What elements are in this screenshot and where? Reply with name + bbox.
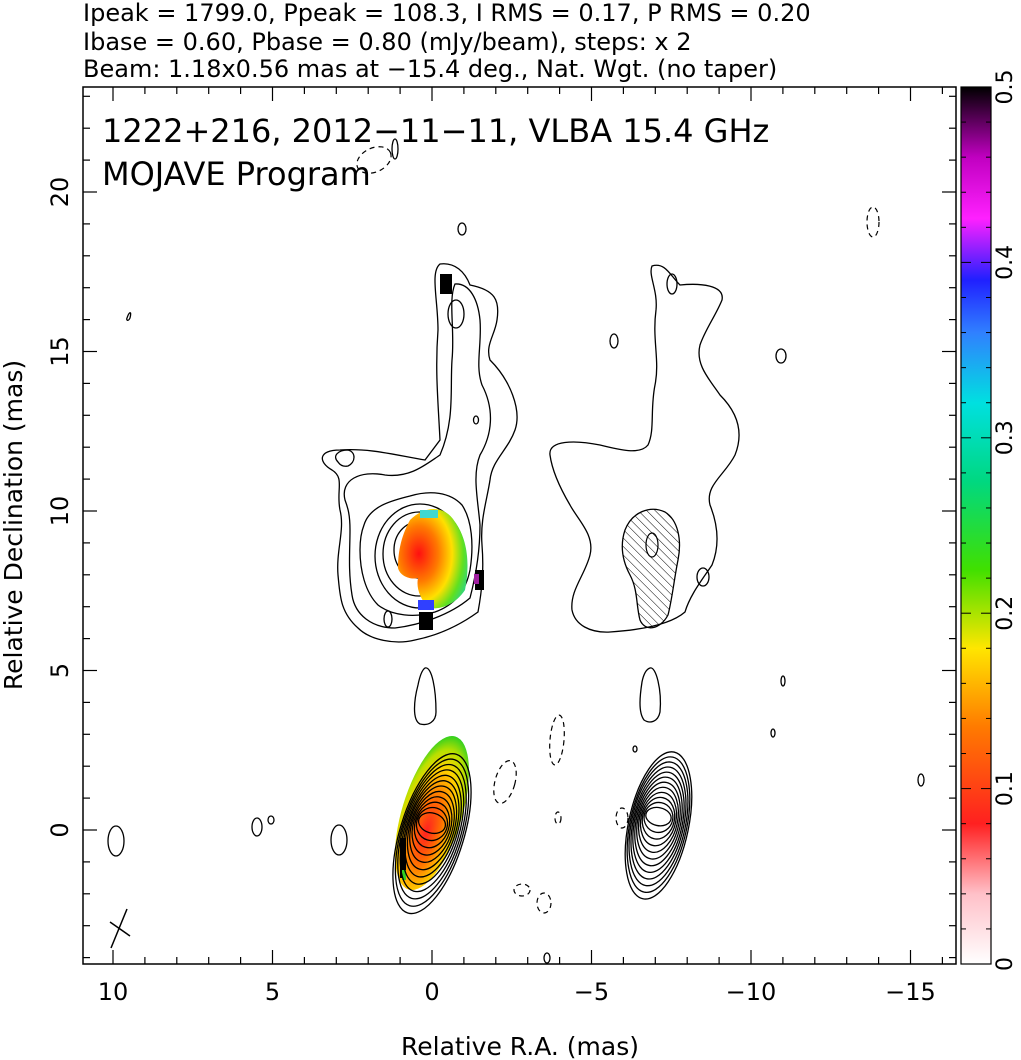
y-tick-labels: 0 5 10 15 20 [46, 177, 74, 838]
right-panel-jet-contours [549, 264, 925, 787]
core-contour [634, 776, 683, 867]
core-contour [415, 806, 449, 842]
colorbar-tick-label: 0.4 [993, 245, 1018, 280]
colorbar-tick-labels: 0 0.1 0.2 0.3 0.4 0.5 [993, 70, 1018, 972]
negative-contours [356, 146, 880, 914]
axis-ticks [83, 87, 956, 964]
core-contour [639, 791, 678, 847]
core-contour [392, 753, 472, 915]
colorbar-ticks [961, 86, 991, 965]
colorbar-tick-label: 0.1 [993, 771, 1018, 806]
core-contour [641, 796, 676, 840]
x-tick-label: −5 [574, 978, 609, 1006]
header-line-2: Ibase = 0.60, Pbase = 0.80 (mJy/beam), s… [83, 28, 692, 56]
colorbar-tick-label: 0 [993, 957, 1018, 971]
core-contour [399, 769, 465, 893]
core-contour [643, 801, 674, 834]
core-contour [413, 801, 451, 849]
core-contour [417, 812, 447, 835]
plot-frame [82, 86, 957, 965]
core-contour [636, 781, 681, 860]
program-annotation: MOJAVE Program [102, 155, 371, 193]
core-contour [645, 806, 672, 827]
colorbar-tick-label: 0.2 [993, 596, 1018, 631]
colorbar [960, 86, 992, 965]
core-contour [637, 786, 680, 854]
core-contour [624, 751, 693, 900]
x-tick-label: −10 [726, 978, 777, 1006]
x-tick-label: 10 [98, 978, 129, 1006]
core-contour [411, 796, 453, 856]
y-axis-label: Relative Declination (mas) [0, 360, 28, 690]
right-core-contours [624, 751, 693, 900]
core-contour [409, 790, 455, 863]
core-contour [626, 756, 691, 894]
x-tick-label: −15 [885, 978, 936, 1006]
y-tick-label: 20 [46, 177, 74, 208]
colorbar-tick-label: 0.3 [993, 420, 1018, 455]
header-line-1: Ipeak = 1799.0, Ppeak = 108.3, I RMS = 0… [83, 0, 811, 27]
x-axis-label: Relative R.A. (mas) [401, 1032, 639, 1060]
x-tick-label: 0 [424, 978, 439, 1006]
left-core-contours [392, 753, 472, 915]
y-tick-label: 15 [46, 336, 74, 367]
core-contour [628, 761, 689, 887]
core-contour [402, 774, 462, 885]
y-tick-label: 10 [46, 496, 74, 527]
beam-marker [109, 908, 131, 949]
x-tick-label: 5 [265, 978, 280, 1006]
y-tick-label: 5 [46, 663, 74, 678]
core-contour [397, 763, 467, 900]
core-contour [406, 785, 458, 871]
header-line-3: Beam: 1.18x0.56 mas at −15.4 deg., Nat. … [83, 55, 778, 83]
colorbar-tick-label: 0.5 [993, 70, 1018, 105]
core-contour [404, 780, 460, 878]
left-panel-jet-contours [107, 138, 551, 964]
core-contour [394, 758, 470, 907]
y-tick-label: 0 [46, 822, 74, 837]
x-tick-labels: 10 5 0 −5 −10 −15 [98, 978, 936, 1006]
source-annotation: 1222+216, 2012−11−11, VLBA 15.4 GHz [102, 112, 769, 150]
core-contour [630, 766, 687, 880]
core-contour [632, 771, 685, 874]
right-panel-hatched-region [621, 508, 681, 629]
